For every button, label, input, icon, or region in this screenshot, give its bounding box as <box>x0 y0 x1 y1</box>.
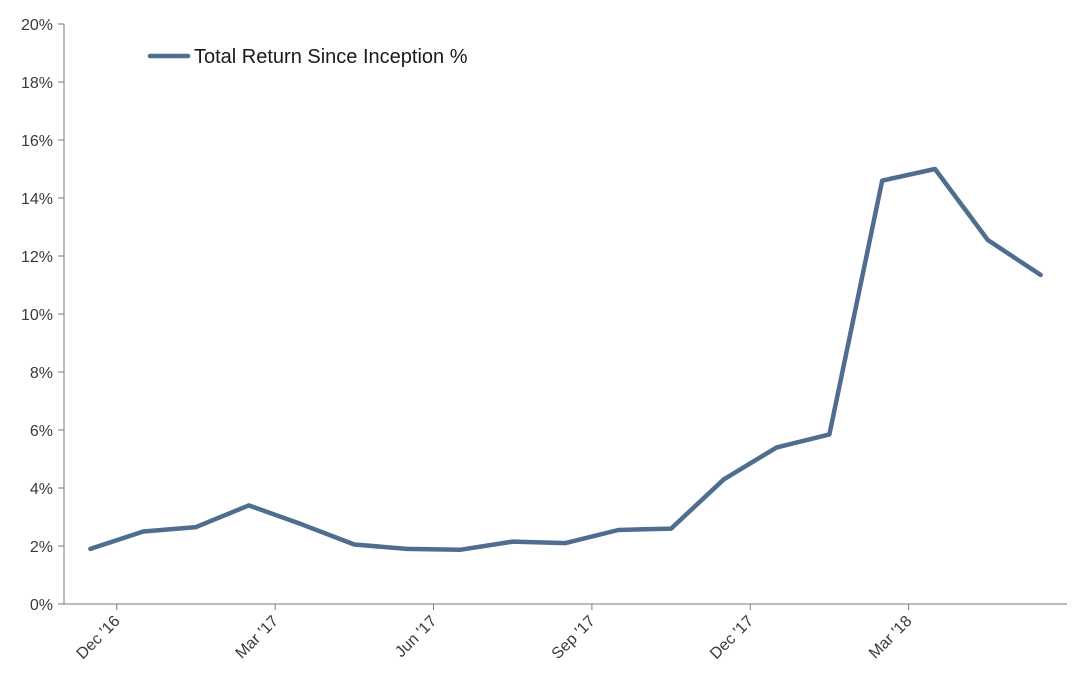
y-tick-label: 20% <box>21 17 53 34</box>
y-tick-label: 2% <box>30 539 53 556</box>
data-point <box>669 526 674 531</box>
x-axis: Dec '16 Mar '17 Jun '17 Sep '17 Dec '17 Mar '… <box>64 603 1067 663</box>
data-point <box>880 178 885 183</box>
data-point <box>457 547 462 552</box>
data-point <box>827 432 832 437</box>
x-tick-label: Mar '17 <box>233 613 282 662</box>
data-point <box>985 238 990 243</box>
data-point <box>352 542 357 547</box>
x-tick-label: Dec '17 <box>707 613 757 663</box>
y-tick-label: 18% <box>21 75 53 92</box>
data-point <box>193 525 198 530</box>
series-line <box>88 166 1043 553</box>
legend-label: Total Return Since Inception % <box>194 46 468 68</box>
y-tick-label: 12% <box>21 249 53 266</box>
x-tick-label: Jun '17 <box>392 613 440 661</box>
x-tick-label: Mar '18 <box>866 613 915 662</box>
y-tick-label: 0% <box>30 597 53 614</box>
y-tick-label: 6% <box>30 423 53 440</box>
y-tick-label: 10% <box>21 307 53 324</box>
data-point <box>88 546 93 551</box>
y-tick-label: 16% <box>21 133 53 150</box>
legend: Total Return Since Inception % <box>147 46 468 68</box>
data-point <box>721 477 726 482</box>
y-tick-label: 8% <box>30 365 53 382</box>
data-point <box>405 546 410 551</box>
data-point <box>774 445 779 450</box>
y-axis: 0% 2% 4% 6% 8% 10% 12% 14% 16% 18% 20% <box>21 17 65 614</box>
x-tick-label: Dec '16 <box>74 613 124 663</box>
y-tick-label: 4% <box>30 481 53 498</box>
series-layer <box>88 166 1043 553</box>
data-point <box>933 167 938 171</box>
data-point <box>246 503 251 508</box>
data-point <box>141 529 146 534</box>
data-point <box>616 528 621 533</box>
data-point <box>1038 272 1043 277</box>
x-tick-label: Sep '17 <box>549 613 599 663</box>
data-point <box>563 541 568 546</box>
y-tick-label: 14% <box>21 191 53 208</box>
data-point <box>299 522 304 527</box>
data-point <box>510 539 515 544</box>
